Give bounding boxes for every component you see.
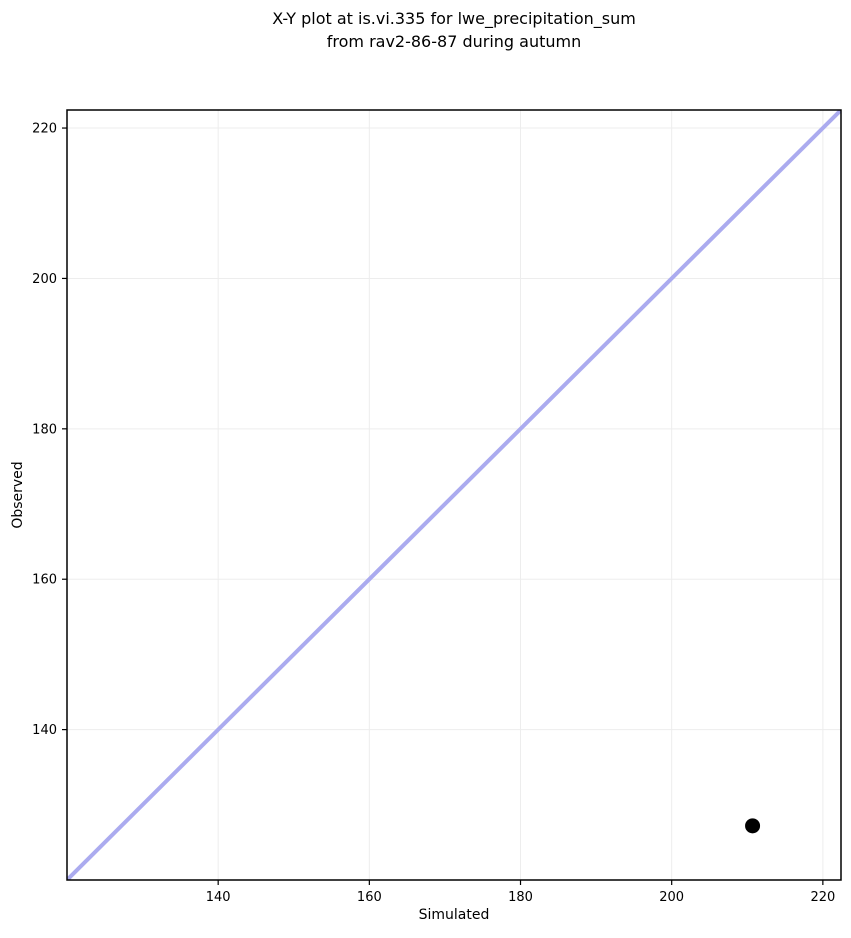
y-tick-label: 180	[32, 422, 57, 437]
x-tick-label: 160	[357, 890, 382, 905]
plot-area: 140 160 180 200 220 140 160 180 200 220	[32, 109, 842, 905]
y-tick-label: 200	[32, 272, 57, 287]
identity-line-layer	[67, 110, 841, 880]
x-tick-label: 220	[810, 890, 835, 905]
x-tick-label: 140	[206, 890, 231, 905]
plot-border	[66, 109, 842, 881]
x-tick-label: 200	[659, 890, 684, 905]
chart-title-line-1: X-Y plot at is.vi.335 for lwe_precipitat…	[272, 9, 636, 29]
y-tick-label: 220	[32, 122, 57, 137]
x-axis-label: Simulated	[419, 907, 490, 923]
y-tick-label: 160	[32, 573, 57, 588]
y-axis-label: Observed	[10, 461, 26, 528]
data-point-marker	[745, 818, 761, 834]
chart-title-line-2: from rav2-86-87 during autumn	[327, 32, 582, 51]
y-tick-label: 140	[32, 723, 57, 738]
identity-line	[67, 110, 841, 880]
x-tick-label: 180	[508, 890, 533, 905]
